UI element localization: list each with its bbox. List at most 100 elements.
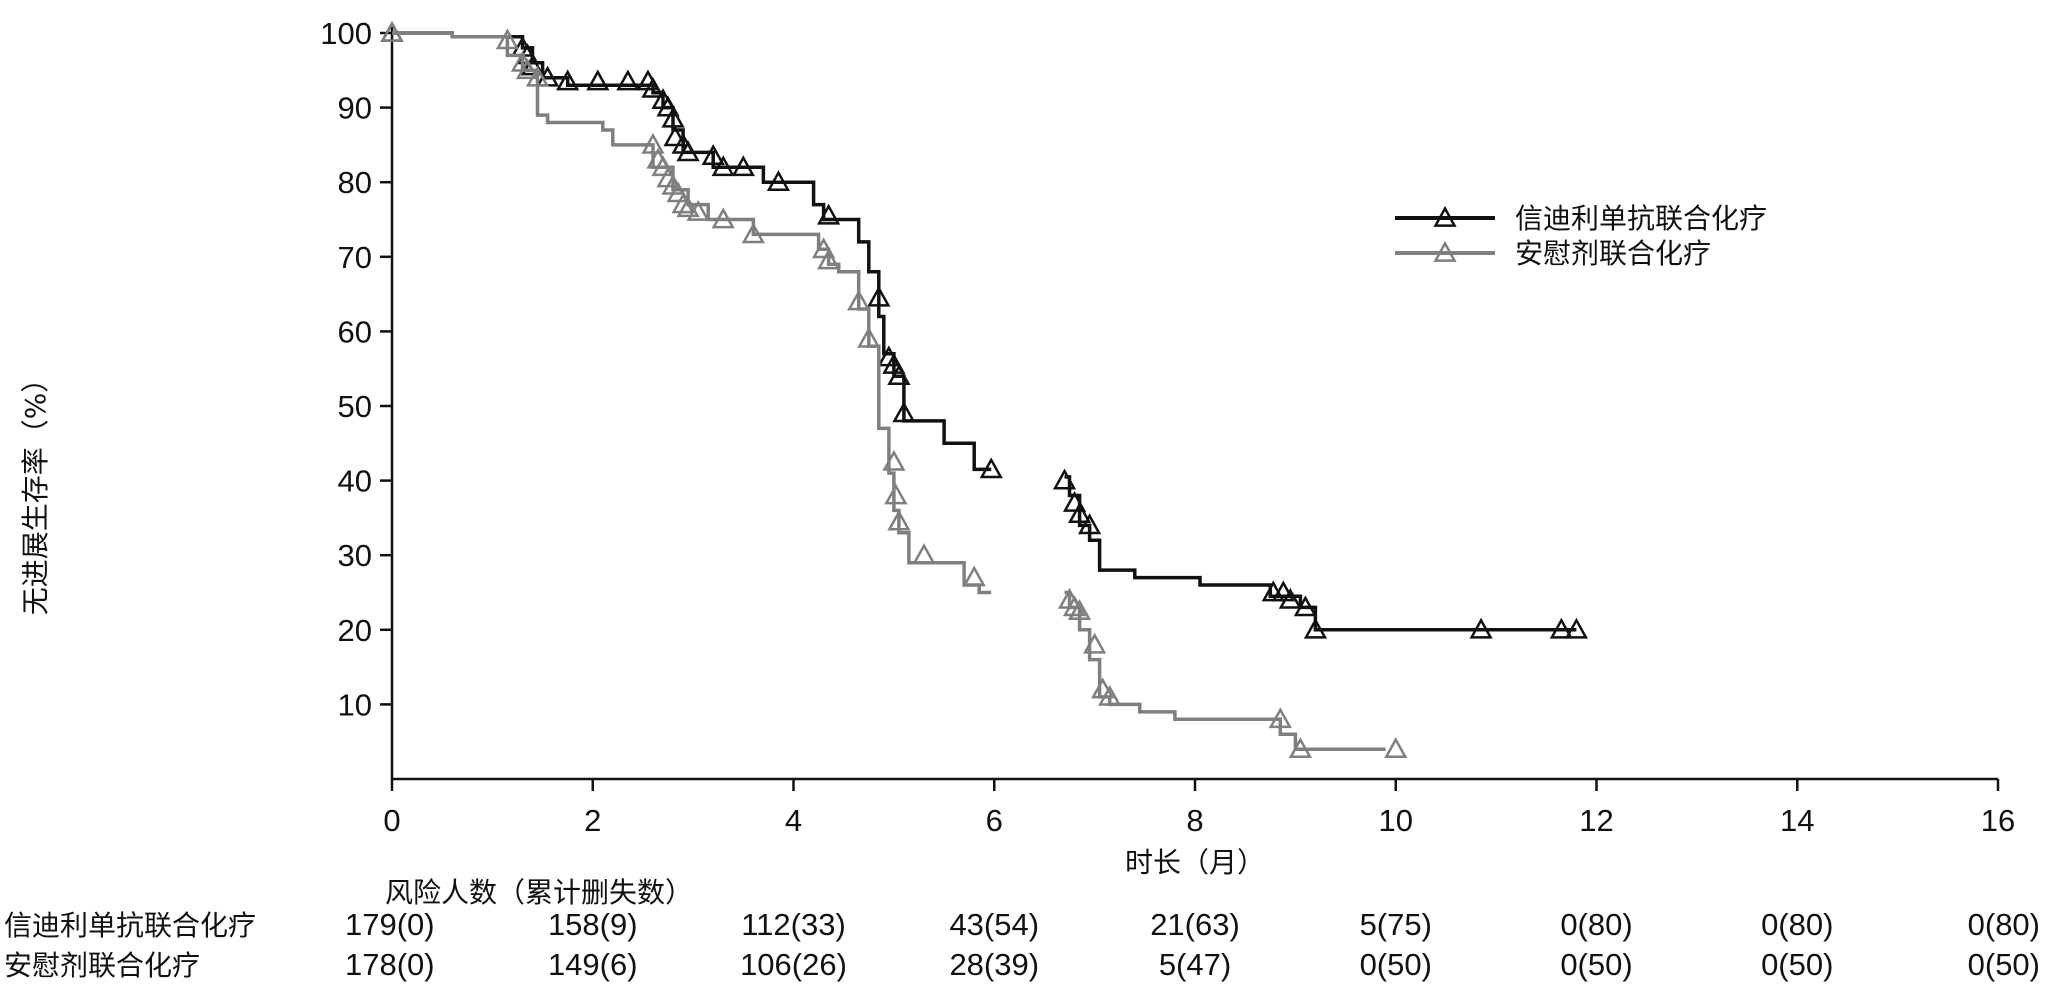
survival-curve-line <box>392 31 992 472</box>
censor-mark <box>892 401 916 423</box>
risk-cell: 106(26) <box>740 947 847 982</box>
censor-mark <box>1288 737 1313 759</box>
censor-mark <box>1077 513 1102 535</box>
censor-mark <box>656 95 680 117</box>
censor-mark <box>701 144 725 165</box>
y-axis-title: 无进展生存率（%） <box>19 365 52 616</box>
y-tick-label: 30 <box>338 538 372 573</box>
censor-mark <box>711 207 735 229</box>
risk-cell: 0(80) <box>1560 907 1632 942</box>
censor-mark <box>1271 580 1295 602</box>
risk-row-label: 信迪利单抗联合化疗 <box>4 909 256 942</box>
censor-mark <box>666 181 690 203</box>
risk-cell: 28(39) <box>949 947 1039 982</box>
censor-mark <box>962 565 986 587</box>
y-tick-label: 70 <box>338 240 372 275</box>
series-1 <box>380 20 1408 759</box>
risk-cell: 5(47) <box>1159 947 1231 982</box>
censor-mark <box>741 222 765 244</box>
risk-cell: 0(50) <box>1360 947 1432 982</box>
x-tick-label: 12 <box>1579 803 1613 838</box>
series-layer <box>380 20 1589 759</box>
survival-curve-line <box>392 31 992 595</box>
legend-swatch-marker <box>1433 240 1457 262</box>
risk-cell: 21(63) <box>1150 907 1240 942</box>
censor-mark <box>887 364 911 386</box>
legend-label: 安慰剂联合化疗 <box>1515 237 1711 270</box>
censor-mark <box>1062 490 1087 512</box>
censor-mark <box>1303 617 1328 639</box>
censor-mark <box>1052 468 1077 490</box>
y-tick-label: 60 <box>338 314 372 349</box>
x-tick-label: 14 <box>1780 803 1814 838</box>
censor-mark <box>586 69 610 91</box>
censor-mark <box>817 203 841 225</box>
censor-mark <box>641 132 665 154</box>
censor-mark <box>1564 617 1589 639</box>
axes: 0 2 4 6 8 10 12 14 16 10 20 30 40 50 60 70 80 90 100 时长（月） 无… <box>19 16 2015 879</box>
censor-mark <box>1293 595 1318 617</box>
censor-mark <box>711 155 735 177</box>
censor-mark <box>676 140 700 162</box>
censor-mark <box>1091 677 1115 699</box>
risk-cell: 0(80) <box>1761 907 1833 942</box>
censor-mark <box>1083 632 1107 654</box>
censor-mark <box>520 54 545 76</box>
censor-mark <box>882 449 906 471</box>
censor-mark <box>1062 595 1087 617</box>
censor-mark <box>1098 684 1122 706</box>
censor-mark <box>817 248 841 270</box>
risk-cell: 158(9) <box>548 907 638 942</box>
risk-cell: 43(54) <box>949 907 1039 942</box>
censor-mark <box>857 326 881 348</box>
censor-mark <box>641 76 665 98</box>
censor-mark <box>616 69 640 91</box>
x-tick-label: 0 <box>383 803 400 838</box>
risk-cell: 0(50) <box>1761 947 1833 982</box>
censor-mark <box>1067 502 1092 524</box>
x-tick-label: 6 <box>986 803 1003 838</box>
x-tick-label: 4 <box>785 803 802 838</box>
risk-cell: 5(75) <box>1360 907 1432 942</box>
censor-mark <box>661 106 685 128</box>
censor-mark <box>515 58 540 80</box>
x-tick-label: 16 <box>1981 803 2015 838</box>
y-tick-label: 80 <box>338 165 372 200</box>
censor-mark <box>867 285 891 307</box>
censor-mark <box>882 352 906 374</box>
survival-curve-line <box>1064 590 1386 751</box>
risk-row-label: 安慰剂联合化疗 <box>4 949 200 982</box>
censor-mark <box>1268 707 1292 729</box>
legend-label: 信迪利单抗联合化疗 <box>1515 202 1767 235</box>
censor-mark <box>1278 587 1302 609</box>
censor-mark <box>731 155 755 177</box>
censor-mark <box>686 199 710 221</box>
risk-cell: 149(6) <box>548 947 638 982</box>
y-tick-label: 90 <box>338 91 372 126</box>
censor-mark <box>912 543 936 565</box>
y-tick-label: 50 <box>338 389 372 424</box>
risk-cell: 0(80) <box>1968 907 2040 942</box>
y-tick-label: 10 <box>338 687 372 722</box>
censor-mark <box>671 192 695 214</box>
censor-mark <box>766 170 791 192</box>
x-axis-title: 时长（月） <box>1125 846 1265 879</box>
risk-table-title: 风险人数（累计删失数） <box>385 876 693 909</box>
x-tick-label: 10 <box>1379 803 1413 838</box>
risk-table: 风险人数（累计删失数） 信迪利单抗联合化疗 179(0) 158(9) 112(33) 4… <box>4 876 2040 982</box>
x-tick-label: 2 <box>584 803 601 838</box>
risk-cell: 178(0) <box>345 947 435 982</box>
y-tick-label: 100 <box>320 16 372 51</box>
risk-cell: 179(0) <box>345 907 435 942</box>
censor-mark <box>847 289 871 311</box>
censor-mark <box>884 483 908 505</box>
y-tick-label: 20 <box>338 613 372 648</box>
censor-mark <box>525 65 550 87</box>
censor-mark <box>979 457 1003 479</box>
censor-mark <box>663 125 687 147</box>
censor-mark <box>676 196 700 218</box>
censor-mark <box>651 155 675 177</box>
censor-mark <box>1549 617 1573 639</box>
survival-curve-line <box>1064 475 1577 632</box>
